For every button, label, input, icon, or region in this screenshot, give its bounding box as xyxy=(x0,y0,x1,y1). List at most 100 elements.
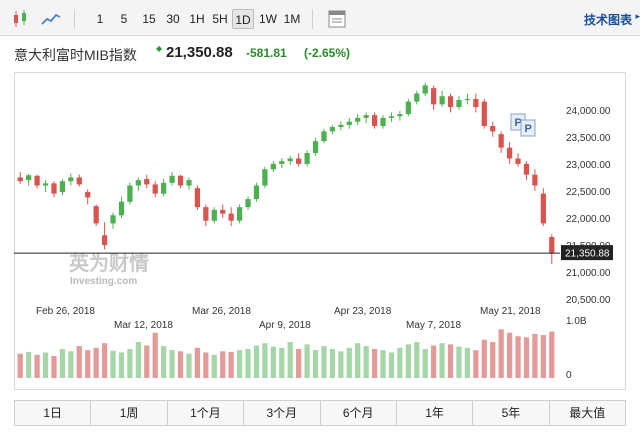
chart-toolbar: 1 5 15 30 1H 5H 1D 1W 1M 技术图表 ▸ xyxy=(0,0,640,36)
volume-bar xyxy=(17,353,23,378)
chart-settings-icon[interactable] xyxy=(326,8,348,30)
candle-body xyxy=(431,88,437,105)
volume-bar xyxy=(228,351,234,378)
price-chart[interactable]: 英为财情 Investing.com 21,350.88 24,000.00 23… xyxy=(14,72,626,390)
candle-body xyxy=(245,199,251,208)
candle-body xyxy=(220,209,226,214)
range-5y[interactable]: 5年 xyxy=(473,401,550,425)
candlestick-icon[interactable] xyxy=(10,8,32,30)
candle-body xyxy=(363,115,369,118)
last-price: 21,350.88 xyxy=(166,44,233,61)
volume-bar xyxy=(388,352,395,378)
interval-1h[interactable]: 1H xyxy=(189,12,205,26)
volume-tick-label: 1.0B xyxy=(566,316,587,327)
candle-body xyxy=(169,175,175,183)
volume-bar xyxy=(287,342,293,378)
candle-body xyxy=(414,93,420,102)
candle-body xyxy=(203,207,209,221)
volume-bar xyxy=(397,347,403,378)
candle-body xyxy=(481,101,487,126)
volume-bar xyxy=(186,353,192,378)
candle-body xyxy=(110,215,116,224)
interval-1[interactable]: 1 xyxy=(96,12,104,26)
candle-body xyxy=(262,169,268,186)
price-change-percent: (-2.65%) xyxy=(304,46,351,60)
volume-bar xyxy=(26,351,32,378)
candle-body xyxy=(211,209,217,221)
interval-5[interactable]: 5 xyxy=(120,12,128,26)
candle-body xyxy=(236,207,243,221)
candle-body xyxy=(506,147,513,159)
last-price-badge xyxy=(561,245,613,261)
volume-bar xyxy=(127,349,133,378)
candle-body xyxy=(76,177,82,185)
x-date-label: Apr 9, 2018 xyxy=(259,320,311,331)
volume-bar xyxy=(296,349,302,378)
candle-body xyxy=(177,175,184,186)
volume-bar xyxy=(253,345,260,378)
y-tick-label: 23,000.00 xyxy=(566,160,611,171)
candle-body xyxy=(549,236,555,254)
y-tick-label: 24,000.00 xyxy=(566,106,611,117)
range-6m[interactable]: 6个月 xyxy=(321,401,397,425)
interval-30[interactable]: 30 xyxy=(166,12,180,26)
candle-body xyxy=(85,192,91,198)
tech-chart-link[interactable]: 技术图表 xyxy=(583,13,632,27)
candle-body xyxy=(101,235,108,246)
y-tick-label: 20,500.00 xyxy=(566,295,611,306)
x-date-label: Feb 26, 2018 xyxy=(36,306,95,317)
volume-bar xyxy=(414,342,420,378)
interval-15[interactable]: 15 xyxy=(142,12,156,26)
range-1y[interactable]: 1年 xyxy=(397,401,474,425)
candle-body xyxy=(270,163,276,170)
range-1m[interactable]: 1个月 xyxy=(168,401,245,425)
volume-bar xyxy=(363,346,369,378)
volume-bar xyxy=(431,345,437,378)
volume-bar xyxy=(380,350,386,378)
volume-bar xyxy=(329,349,336,378)
candle-body xyxy=(228,213,234,221)
range-1w[interactable]: 1周 xyxy=(91,401,168,425)
range-3m[interactable]: 3个月 xyxy=(244,401,321,425)
candle-body xyxy=(42,183,49,186)
volume-bar xyxy=(93,347,99,378)
chevron-right-icon[interactable]: ▸ xyxy=(635,11,640,21)
volume-bar xyxy=(194,347,201,378)
candle-body xyxy=(118,201,125,216)
range-selector: 1日 1周 1个月 3个月 6个月 1年 5年 最大值 xyxy=(14,400,626,426)
candle-body xyxy=(135,180,141,186)
volume-bar xyxy=(498,329,504,378)
candle-body xyxy=(388,116,395,118)
instrument-header: 意大利富时MIB指数 ◆ 21,350.88 -581.81 (-2.65%) xyxy=(0,36,640,72)
interval-5h[interactable]: 5H xyxy=(212,12,228,26)
candle-body xyxy=(279,161,285,164)
range-max[interactable]: 最大值 xyxy=(569,406,606,420)
volume-bar xyxy=(144,345,150,378)
interval-1d[interactable]: 1D xyxy=(232,9,254,29)
candle-body xyxy=(346,121,352,125)
volume-bar xyxy=(118,352,125,378)
volume-bar xyxy=(540,335,546,378)
candle-body xyxy=(490,126,496,132)
candle-body xyxy=(447,96,454,108)
area-chart-icon[interactable] xyxy=(40,8,62,30)
candle-body xyxy=(152,184,158,194)
volume-bar xyxy=(321,346,327,378)
volume-bar xyxy=(76,346,82,378)
interval-1m[interactable]: 1M xyxy=(283,12,301,26)
candle-body xyxy=(127,185,133,202)
volume-bar xyxy=(312,350,319,378)
interval-1w[interactable]: 1W xyxy=(259,12,277,26)
candle-body xyxy=(312,141,319,154)
volume-bar xyxy=(490,342,496,378)
volume-bar xyxy=(371,349,378,378)
event-marker-label: P xyxy=(515,117,522,129)
event-marker-label: P xyxy=(525,123,532,135)
range-1d[interactable]: 1日 xyxy=(15,401,92,425)
candle-body xyxy=(253,185,260,200)
x-date-label: Mar 26, 2018 xyxy=(192,306,251,317)
candle-body xyxy=(59,181,66,193)
status-dot-icon: ◆ xyxy=(156,44,163,53)
candle-body xyxy=(51,183,57,194)
volume-bar xyxy=(110,350,116,378)
